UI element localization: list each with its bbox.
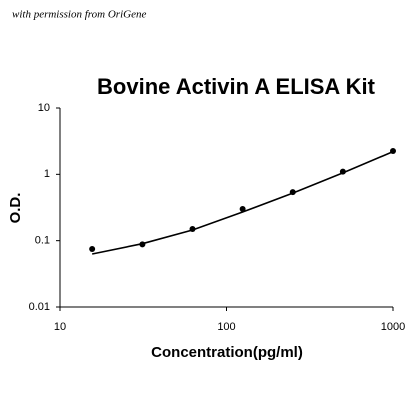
data-point: [289, 189, 296, 196]
data-point: [390, 147, 396, 154]
y-tick-label: 0.1: [35, 235, 50, 247]
permission-note: with permission from OriGene: [12, 9, 146, 21]
y-tick-label: 1: [44, 168, 50, 180]
chart-title: Bovine Activin A ELISA Kit: [97, 74, 376, 99]
data-point: [189, 225, 196, 232]
x-tick-label: 1000: [381, 321, 405, 333]
data-point: [139, 241, 146, 248]
y-tick-label: 0.01: [29, 301, 50, 313]
x-tick-label: 10: [54, 321, 66, 333]
data-point: [239, 206, 246, 213]
data-point: [339, 168, 346, 175]
y-tick-label: 10: [38, 102, 50, 114]
y-axis-label: O.D.: [7, 193, 24, 224]
x-axis-label: Concentration(pg/ml): [151, 344, 303, 361]
x-tick-label: 100: [217, 321, 235, 333]
data-point: [89, 245, 96, 252]
fit-curve: [91, 150, 394, 255]
